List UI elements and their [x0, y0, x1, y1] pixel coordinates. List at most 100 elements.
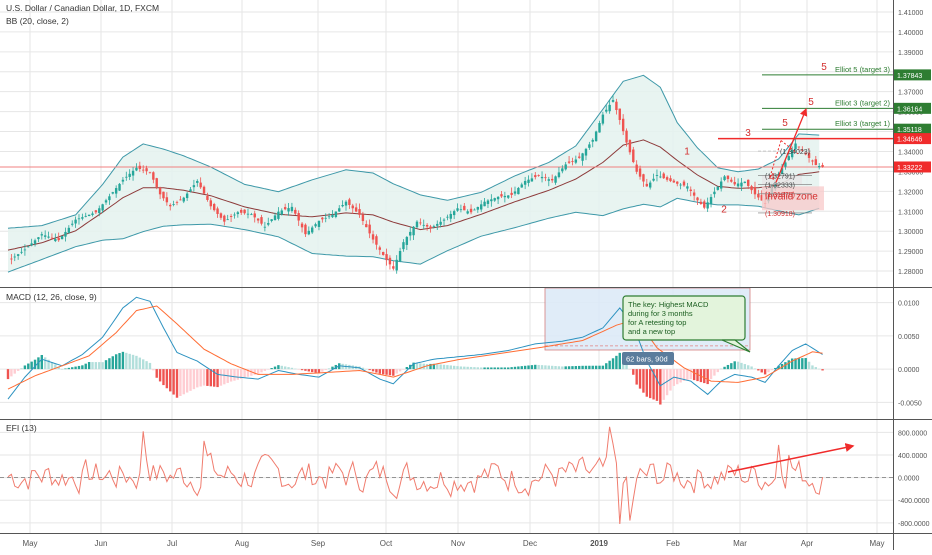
candle-body: [601, 114, 605, 124]
wave-arrow: [775, 108, 808, 183]
macd-hist-bar: [574, 366, 578, 370]
macd-hist-bar: [632, 369, 635, 375]
macd-hist-bar: [483, 367, 486, 370]
macd-hist-bar: [30, 361, 33, 370]
macd-hist-bar: [662, 369, 665, 400]
macd-hist-bar: [175, 369, 179, 398]
candle-body: [216, 208, 219, 214]
candle-body: [621, 118, 625, 132]
macd-hist-bar: [104, 360, 108, 370]
candle-body: [561, 168, 564, 172]
macd-hist-bar: [287, 367, 290, 370]
candle-body: [818, 166, 821, 168]
candle-body: [128, 173, 131, 177]
candle-body: [554, 176, 557, 183]
macd-hist-bar: [236, 369, 240, 380]
candle-body: [162, 191, 165, 199]
candle-body: [476, 206, 480, 210]
candle-body: [669, 178, 672, 182]
macd-hist-bar: [733, 361, 736, 370]
price-tick-label: 1.39000: [898, 50, 923, 57]
efi-line: [7, 426, 824, 525]
candle-body: [243, 209, 246, 214]
candle-body: [219, 213, 223, 218]
candle-body: [307, 230, 311, 235]
macd-hist-bar: [760, 369, 763, 373]
legend-symbol: U.S. Dollar / Canadian Dollar, 1D, FXCM: [6, 3, 160, 13]
macd-hist-bar: [490, 367, 493, 370]
macd-hist-bar: [811, 365, 814, 370]
note-box: [622, 295, 746, 341]
candle-body: [645, 183, 649, 187]
candle-body: [94, 210, 98, 213]
macd-hist-bar: [87, 362, 91, 370]
macd-hist-bar: [169, 369, 172, 392]
macd-hist-bar: [557, 366, 561, 370]
macd-tick-label: 0.0100: [898, 301, 920, 308]
candle-body: [118, 183, 121, 191]
macd-hist-bar: [50, 362, 54, 370]
candle-body: [557, 172, 561, 178]
macd-hist-bar: [480, 367, 483, 370]
candle-body: [54, 238, 57, 242]
candle-body: [64, 231, 67, 237]
macd-hist-bar: [763, 369, 767, 375]
macd-hist-bar: [676, 369, 679, 385]
candle-body: [436, 223, 439, 226]
legend-macd: MACD (12, 26, close, 9): [6, 292, 97, 302]
macd-hist-bar: [425, 364, 429, 370]
price-tick-label: 1.32000: [898, 189, 923, 196]
macd-hist-bar: [818, 368, 821, 370]
x-tick-label: 2019: [590, 539, 608, 548]
macd-hist-bar: [304, 369, 307, 371]
price-tick-label: 1.40000: [898, 30, 923, 37]
axis-value-box: [894, 69, 931, 81]
candle-body: [638, 168, 642, 177]
candle-body: [534, 175, 537, 178]
candle-body: [473, 209, 476, 211]
candle-body: [655, 174, 659, 176]
macd-hist-bar: [469, 366, 473, 370]
efi-tick-label: -400.0000: [898, 498, 930, 505]
macd-hist-bar: [757, 369, 760, 371]
macd-hist-bar: [172, 369, 175, 395]
candle-body: [564, 164, 567, 170]
candle-body: [189, 189, 192, 192]
candle-body: [199, 182, 202, 188]
macd-hist-bar: [253, 369, 256, 375]
macd-hist-bar: [74, 366, 77, 370]
macd-hist-bar: [67, 367, 71, 370]
wave-label: 2: [721, 204, 727, 215]
price-tick-label: 1.29000: [898, 249, 923, 256]
x-tick-label: Jul: [167, 539, 177, 548]
macd-hist-bar: [547, 365, 550, 370]
macd-tick-label: -0.0050: [898, 400, 922, 407]
macd-hist-bar: [679, 369, 682, 383]
candle-body: [807, 152, 811, 158]
candle-body: [550, 178, 554, 181]
macd-hist-bar: [152, 369, 155, 371]
candle-body: [469, 208, 473, 213]
macd-hist-bar: [196, 369, 199, 388]
macd-hist-bar: [594, 365, 598, 370]
candle-body: [578, 156, 581, 158]
macd-hist-bar: [517, 366, 520, 370]
candle-body: [574, 159, 578, 163]
macd-hist-bar: [209, 369, 212, 387]
macd-hist-bar: [649, 369, 652, 399]
candle-body: [780, 168, 784, 174]
candle-body: [91, 213, 94, 215]
candle-body: [20, 251, 23, 253]
candle-body: [145, 168, 148, 172]
candle-body: [287, 208, 290, 212]
candle-body: [98, 208, 101, 213]
macd-hist-bar: [240, 369, 243, 379]
candle-body: [692, 192, 696, 196]
candle-body: [229, 215, 233, 217]
candle-body: [449, 213, 452, 219]
candle-body: [185, 193, 189, 199]
candle-body: [466, 211, 469, 214]
candle-body: [662, 173, 665, 179]
level-label: (1.30918): [765, 211, 795, 218]
